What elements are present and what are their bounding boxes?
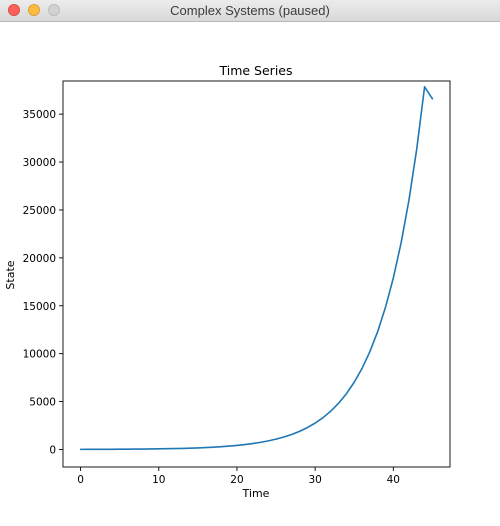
x-tick-label: 40 [387, 474, 400, 486]
y-tick-label: 35000 [23, 109, 56, 121]
y-tick-label: 25000 [23, 205, 56, 217]
close-window-button[interactable] [8, 4, 20, 16]
y-tick-label: 20000 [23, 253, 56, 265]
x-axis-label: Time [242, 487, 270, 500]
minimize-window-button[interactable] [28, 4, 40, 16]
x-tick-label: 10 [152, 474, 165, 486]
window-title: Complex Systems (paused) [170, 3, 330, 18]
chart-title: Time Series [218, 63, 292, 78]
y-tick-label: 10000 [23, 349, 56, 361]
y-tick-label: 0 [49, 444, 56, 456]
figure-background [0, 22, 500, 522]
axis-ticks: 0 10 20 30 40 0 5000 10000 15000 20000 25000 30000 3… [23, 109, 400, 486]
title-bar[interactable]: Complex Systems (paused) [0, 0, 500, 22]
series-layer [79, 86, 434, 451]
y-tick-label: 5000 [29, 397, 56, 409]
time-series-chart: Time Series Time State 0 10 20 30 40 0 5000 100… [0, 22, 500, 522]
x-tick-label: 30 [308, 474, 321, 486]
x-tick-label: 20 [230, 474, 243, 486]
axes-frame [62, 80, 451, 468]
figure-canvas: Time Series Time State 0 10 20 30 40 0 5000 100… [0, 22, 500, 522]
y-tick-label: 30000 [23, 157, 56, 169]
series-line [79, 86, 434, 451]
y-axis-label: State [4, 260, 17, 289]
x-tick-label: 0 [77, 474, 84, 486]
y-tick-label: 15000 [23, 301, 56, 313]
zoom-window-button[interactable] [48, 4, 60, 16]
